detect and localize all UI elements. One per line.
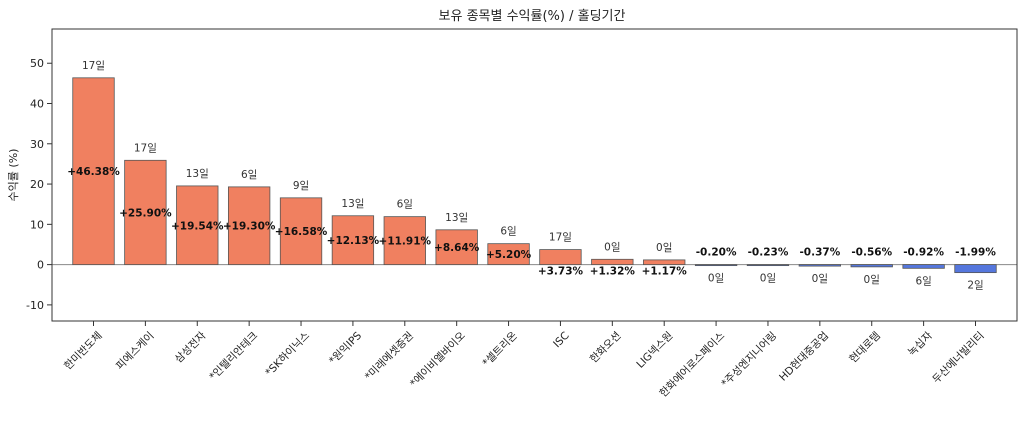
x-tick-label: *에이비엘바이오: [407, 329, 468, 390]
holding-days-label: 0일: [604, 240, 620, 253]
y-tick-label: 30: [30, 138, 44, 151]
bar-value-label: +46.38%: [67, 166, 120, 178]
y-tick-label: 10: [30, 218, 44, 231]
bar: [798, 264, 842, 267]
x-tick-label: 두산에너빌리티: [930, 330, 986, 386]
holding-days-label: 6일: [241, 168, 257, 181]
x-tick-label: 삼성전자: [173, 329, 209, 365]
holding-days-label: 6일: [915, 274, 931, 287]
holding-days-label: 0일: [708, 271, 724, 284]
bar: [383, 216, 426, 266]
bar: [279, 197, 323, 266]
y-tick-label: 20: [30, 178, 44, 191]
bar: [176, 185, 219, 266]
holding-days-label: 0일: [864, 273, 880, 286]
x-tick-label: *인텔리안테크: [207, 329, 260, 382]
y-tick-label: -10: [26, 299, 44, 312]
x-tick-label: 녹십자: [906, 329, 935, 358]
x-tick-label: *미래에셋증권: [363, 330, 416, 383]
holding-days-label: 6일: [397, 198, 413, 211]
y-tick-label: 0: [37, 259, 44, 272]
y-tick-label: 40: [30, 98, 44, 111]
bar: [435, 229, 478, 266]
chart-title: 보유 종목별 수익률(%) / 홀딩기간: [439, 9, 626, 24]
bar: [694, 264, 738, 267]
bar-value-label: +11.91%: [379, 236, 432, 248]
y-axis-label: 수익률 (%): [7, 149, 20, 202]
holding-days-label: 13일: [186, 167, 209, 180]
bar-value-label: -0.37%: [799, 247, 840, 259]
x-tick-label: 한미반도체: [62, 330, 105, 373]
holding-days-label: 2일: [967, 279, 983, 292]
x-tick-label: *셀트리온: [480, 329, 520, 369]
bar: [487, 243, 530, 266]
x-tick-label: ISC: [551, 330, 572, 351]
bar-value-label: +19.30%: [223, 221, 276, 233]
bar: [850, 264, 893, 268]
bar: [124, 159, 167, 266]
x-tick-label: *주성엔지니어링: [719, 330, 779, 390]
holding-days-label: 0일: [760, 272, 776, 285]
holding-days-label: 0일: [656, 241, 672, 254]
x-tick-label: HD현대중공업: [776, 329, 831, 384]
holding-days-label: 13일: [341, 197, 364, 210]
bar-value-label: +1.17%: [642, 266, 688, 278]
x-tick-label: 피에스케이: [114, 330, 157, 373]
bar: [643, 259, 686, 266]
x-tick-label: 현대로템: [847, 330, 883, 366]
holding-days-label: 17일: [549, 231, 572, 244]
holding-days-label: 17일: [82, 59, 105, 72]
bar: [902, 264, 945, 269]
holding-days-label: 6일: [500, 225, 516, 238]
bar-value-label: -1.99%: [955, 247, 996, 259]
bar-value-label: +8.64%: [434, 242, 480, 254]
bar: [539, 249, 582, 266]
x-tick-label: 한화오션: [588, 330, 624, 366]
x-tick-label: *SK하이닉스: [262, 329, 312, 379]
bar-value-label: -0.23%: [748, 247, 789, 259]
bar-value-label: +5.20%: [486, 249, 532, 261]
x-tick-label: LIG넥스원: [634, 330, 675, 371]
holding-days-label: 9일: [293, 179, 309, 192]
holding-days-label: 0일: [812, 272, 828, 285]
bar-value-label: -0.56%: [851, 247, 892, 259]
bar: [227, 186, 271, 266]
holding-days-label: 17일: [134, 141, 157, 154]
bar-value-label: +12.13%: [327, 235, 380, 247]
holding-days-label: 13일: [445, 211, 468, 224]
bar: [331, 215, 375, 266]
bar-value-label: +19.54%: [171, 220, 224, 232]
bar-value-label: +16.58%: [275, 226, 328, 238]
bar-value-label: +3.73%: [538, 266, 584, 278]
plot-frame: [51, 28, 1018, 322]
bar: [746, 264, 790, 267]
y-tick-label: 50: [30, 57, 44, 70]
bar-value-label: -0.20%: [696, 247, 737, 259]
bar-value-label: +25.90%: [119, 207, 172, 219]
bar-value-label: -0.92%: [903, 247, 944, 259]
bar: [72, 77, 115, 266]
x-tick-label: *원익IPS: [327, 329, 364, 366]
bar-value-label: +1.32%: [590, 266, 636, 278]
bar: [591, 258, 634, 266]
bar: [954, 264, 997, 274]
